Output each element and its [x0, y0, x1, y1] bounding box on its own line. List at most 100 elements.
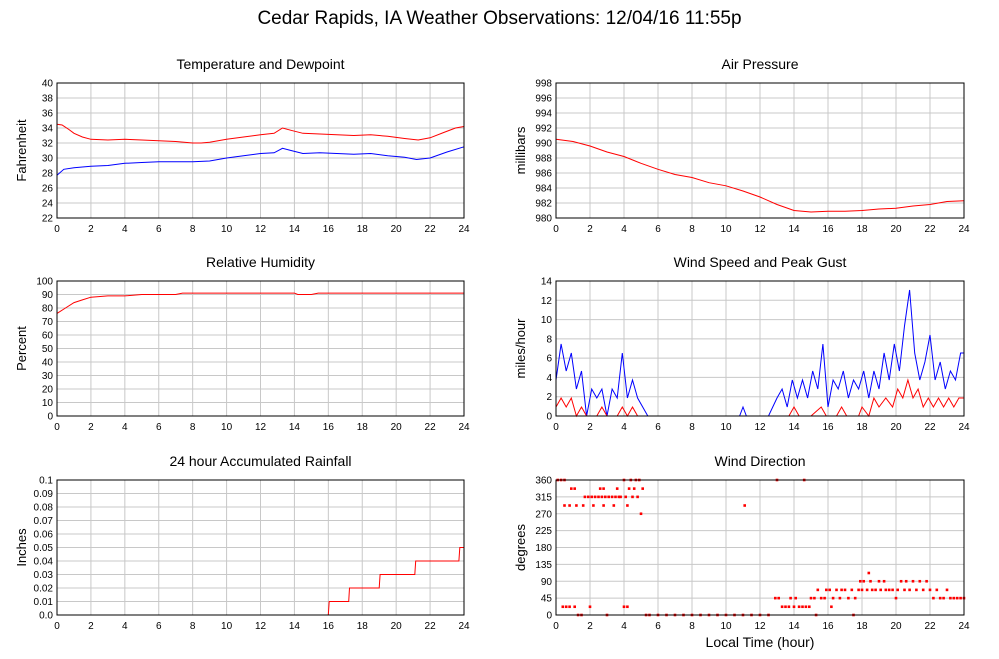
direction-point	[869, 579, 872, 583]
pressure-ytick-label: 996	[535, 94, 552, 105]
direction-point	[610, 495, 614, 499]
wind-xtick-label: 8	[689, 422, 695, 433]
direction-xtick-label: 18	[856, 621, 868, 632]
humidity-xtick-label: 12	[255, 422, 267, 433]
rain-xtick-label: 24	[458, 621, 470, 632]
pressure-xtick-label: 20	[890, 224, 902, 235]
direction-point	[859, 579, 862, 583]
rain-xtick-label: 10	[221, 621, 233, 632]
direction-point	[894, 596, 898, 600]
direction-point	[847, 596, 850, 600]
direction-point	[903, 588, 906, 592]
direction-point	[819, 596, 823, 600]
rain-xtick-label: 6	[156, 621, 162, 632]
wind-xtick-label: 14	[788, 422, 800, 433]
direction-ytick-label: 135	[535, 560, 552, 571]
direction-point	[568, 504, 571, 507]
temp-ytick-label: 32	[42, 139, 54, 150]
direction-point	[588, 605, 592, 609]
pressure-xtick-label: 4	[621, 224, 627, 235]
direction-point	[853, 596, 857, 600]
pressure-xtick-label: 14	[788, 224, 800, 235]
direction-point	[564, 605, 568, 609]
humidity-ytick-label: 70	[42, 317, 54, 328]
direction-point	[925, 579, 928, 583]
direction-point	[955, 596, 959, 600]
temp-ytick-label: 24	[42, 199, 54, 210]
temp-xtick-label: 12	[255, 224, 267, 235]
wind-xtick-label: 2	[587, 422, 593, 433]
direction-point	[945, 588, 949, 592]
pressure-ytick-label: 994	[535, 109, 552, 120]
direction-point	[593, 495, 597, 499]
page-title: Cedar Rapids, IA Weather Observations: 1…	[257, 8, 742, 29]
temp-xtick-label: 6	[156, 224, 162, 235]
humidity-xtick-label: 16	[323, 422, 335, 433]
pressure-xtick-label: 12	[754, 224, 766, 235]
direction-point	[825, 588, 828, 592]
wind-title: Wind Speed and Peak Gust	[674, 254, 847, 270]
pressure-ylabel: millibars	[513, 126, 528, 174]
humidity-xtick-label: 0	[54, 422, 60, 433]
pressure-xtick-label: 22	[924, 224, 936, 235]
temp-ytick-label: 34	[42, 124, 54, 135]
direction-xtick-label: 2	[587, 621, 593, 632]
pressure-xtick-label: 24	[958, 224, 970, 235]
direction-point	[891, 588, 894, 592]
direction-point	[794, 596, 797, 600]
pressure-ytick-label: 992	[535, 124, 552, 135]
wind-ytick-label: 2	[546, 392, 552, 403]
humidity-ytick-label: 30	[42, 371, 54, 382]
direction-point	[959, 596, 962, 600]
direction-xtick-label: 16	[822, 621, 834, 632]
direction-point	[938, 596, 942, 600]
direction-point	[568, 605, 571, 609]
rain-ylabel: Inches	[14, 528, 29, 567]
rain-ytick-label: 0.03	[34, 570, 54, 581]
direction-point	[838, 596, 842, 600]
temp-plot-frame	[56, 82, 465, 219]
temp-ytick-label: 22	[42, 214, 54, 225]
direction-point	[780, 605, 784, 609]
direction-point	[801, 605, 804, 609]
direction-point	[918, 579, 922, 583]
direction-point	[573, 487, 576, 490]
direction-point	[816, 588, 820, 592]
wind-ytick-label: 10	[541, 315, 553, 326]
pressure-ytick-label: 990	[535, 139, 552, 150]
direction-point	[928, 588, 932, 592]
direction-xtick-label: 0	[553, 621, 559, 632]
pressure-ytick-label: 988	[535, 154, 552, 165]
direction-point	[774, 596, 777, 600]
direction-point	[952, 596, 956, 600]
wind-xtick-label: 18	[856, 422, 868, 433]
rain-xtick-label: 18	[357, 621, 369, 632]
direction-point	[828, 588, 831, 592]
direction-xtick-label: 8	[689, 621, 695, 632]
direction-ytick-label: 45	[541, 594, 553, 605]
direction-point	[639, 512, 643, 516]
temp-series-line-1	[56, 146, 465, 176]
direction-point	[743, 504, 746, 507]
direction-point	[777, 596, 780, 600]
direction-xtick-label: 14	[788, 621, 800, 632]
direction-point	[865, 588, 869, 592]
direction-xtick-label: 6	[655, 621, 661, 632]
rain-ytick-label: 0.02	[34, 584, 54, 595]
humidity-ytick-label: 0	[47, 412, 53, 423]
direction-point	[899, 579, 903, 583]
direction-point	[874, 588, 877, 592]
humidity-ytick-label: 50	[42, 344, 54, 355]
direction-point	[831, 596, 835, 600]
direction-point	[840, 588, 843, 592]
humidity-ytick-label: 80	[42, 304, 54, 315]
x-axis-caption: Local Time (hour)	[705, 634, 815, 650]
humidity-ytick-label: 100	[36, 277, 53, 288]
pressure-series-line-0	[555, 138, 965, 213]
temp-xtick-label: 8	[190, 224, 196, 235]
temp-xtick-label: 18	[357, 224, 369, 235]
rain-xtick-label: 14	[289, 621, 301, 632]
